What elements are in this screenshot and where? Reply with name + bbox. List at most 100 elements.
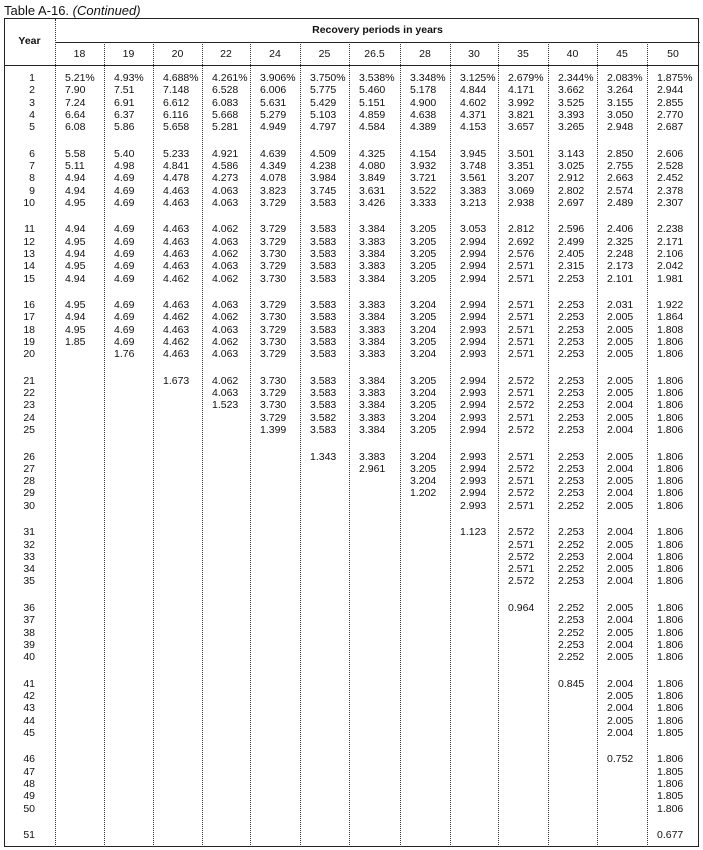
rate-cell: 1.806 bbox=[657, 575, 684, 588]
rate-cell: 2.687 bbox=[657, 121, 684, 134]
rate-cell: 2.697 bbox=[558, 196, 585, 209]
column-divider bbox=[647, 42, 648, 847]
rate-cell: 2.663 bbox=[607, 172, 634, 185]
rate-cell: 2.944 bbox=[657, 84, 684, 97]
year-cell: 4 bbox=[29, 108, 35, 121]
column-header: 35 bbox=[517, 48, 529, 60]
rate-cell: 2.802 bbox=[558, 184, 585, 197]
rate-cell: 2.572 bbox=[508, 487, 535, 500]
year-cell: 24 bbox=[23, 411, 35, 424]
rate-cell: 2.004 bbox=[607, 638, 634, 651]
rate-cell: 3.501 bbox=[508, 147, 535, 160]
rate-cell: 2.253 bbox=[558, 487, 585, 500]
year-cell: 21 bbox=[23, 374, 35, 387]
rate-cell: 2.004 bbox=[607, 702, 634, 715]
rate-cell: 3.383 bbox=[359, 235, 386, 248]
rate-cell: 4.69 bbox=[114, 223, 135, 236]
rate-cell: 1.806 bbox=[657, 348, 684, 361]
rate-cell: 2.171 bbox=[657, 235, 684, 248]
rate-cell: 2.253 bbox=[558, 526, 585, 539]
rate-cell: 3.729 bbox=[260, 223, 287, 236]
rate-cell: 3.383 bbox=[460, 184, 487, 197]
rate-cell: 2.004 bbox=[607, 424, 634, 436]
rate-cell: 2.004 bbox=[607, 399, 634, 412]
year-cell: 1 bbox=[29, 72, 35, 84]
rate-cell: 3.730 bbox=[260, 336, 287, 348]
column-divider bbox=[498, 42, 499, 847]
rate-cell: 4.69 bbox=[114, 272, 135, 285]
rate-cell: 2.574 bbox=[607, 184, 634, 197]
year-cell: 46 bbox=[23, 753, 35, 766]
rate-cell: 7.24 bbox=[65, 96, 86, 109]
year-cell: 49 bbox=[23, 790, 35, 803]
rate-cell: 4.463 bbox=[163, 260, 190, 273]
rate-cell: 0.845 bbox=[558, 677, 585, 690]
rate-cell: 3.729 bbox=[260, 387, 287, 400]
rate-cell: 2.850 bbox=[607, 147, 634, 160]
column-header: 22 bbox=[220, 48, 232, 60]
rate-cell: 3.053 bbox=[460, 223, 487, 236]
rate-cell: 4.844 bbox=[460, 84, 487, 97]
rate-cell: 3.025 bbox=[558, 160, 585, 172]
rate-cell: 1.343 bbox=[310, 450, 337, 463]
rate-cell: 2.528 bbox=[657, 160, 684, 172]
rate-cell: 4.95 bbox=[65, 299, 86, 312]
year-cell: 14 bbox=[23, 260, 35, 273]
rate-cell: 4.841 bbox=[163, 160, 190, 172]
rate-cell: 2.005 bbox=[607, 411, 634, 424]
rate-cell: 1.806 bbox=[657, 475, 684, 488]
column-header: 45 bbox=[616, 48, 628, 60]
rate-cell: 3.730 bbox=[260, 311, 287, 324]
rate-cell: 2.571 bbox=[508, 336, 535, 348]
rate-cell: 3.383 bbox=[359, 411, 386, 424]
rate-cell: 4.078 bbox=[260, 172, 287, 185]
rate-cell: 2.005 bbox=[607, 450, 634, 463]
rate-cell: 3.426 bbox=[359, 196, 386, 209]
rate-cell: 2.252 bbox=[558, 563, 585, 576]
rate-cell: 2.005 bbox=[607, 336, 634, 348]
rate-cell: 2.489 bbox=[607, 196, 634, 209]
rate-cell: 3.205 bbox=[410, 336, 437, 348]
rate-cell: 4.238 bbox=[310, 160, 337, 172]
rate-cell: 4.371 bbox=[460, 108, 487, 121]
rate-cell: 2.572 bbox=[508, 550, 535, 563]
rate-cell: 4.797 bbox=[310, 121, 337, 134]
rate-cell: 3.384 bbox=[359, 272, 386, 285]
rate-cell: 2.912 bbox=[558, 172, 585, 185]
rate-cell: 3.992 bbox=[508, 96, 535, 109]
rate-cell: 2.005 bbox=[607, 348, 634, 361]
rate-cell: 4.463 bbox=[163, 299, 190, 312]
rate-cell: 1.806 bbox=[657, 411, 684, 424]
rate-cell: 6.64 bbox=[65, 108, 86, 121]
rate-cell: 2.572 bbox=[508, 399, 535, 412]
rate-cell: 3.205 bbox=[410, 374, 437, 387]
rate-cell: 3.748 bbox=[460, 160, 487, 172]
rate-cell: 4.463 bbox=[163, 223, 190, 236]
rate-cell: 2.994 bbox=[460, 248, 487, 260]
rate-cell: 2.083% bbox=[607, 72, 643, 84]
rate-cell: 3.582 bbox=[310, 411, 337, 424]
rate-cell: 2.253 bbox=[558, 323, 585, 336]
rate-cell: 3.823 bbox=[260, 184, 287, 197]
year-cell: 28 bbox=[23, 475, 35, 488]
year-cell: 51 bbox=[23, 829, 35, 841]
rate-cell: 3.583 bbox=[310, 260, 337, 273]
year-cell: 20 bbox=[23, 348, 35, 361]
column-header: 24 bbox=[269, 48, 281, 60]
rate-cell: 2.571 bbox=[508, 348, 535, 361]
rate-cell: 4.349 bbox=[260, 160, 287, 172]
rate-cell: 5.460 bbox=[359, 84, 386, 97]
rate-cell: 0.677 bbox=[657, 829, 684, 841]
rate-cell: 2.961 bbox=[359, 462, 386, 475]
rate-cell: 2.325 bbox=[607, 235, 634, 248]
rate-cell: 3.583 bbox=[310, 248, 337, 260]
rate-cell: 4.171 bbox=[508, 84, 535, 97]
rate-cell: 2.571 bbox=[508, 411, 535, 424]
rate-cell: 1.523 bbox=[212, 399, 239, 412]
rate-cell: 4.688% bbox=[163, 72, 199, 84]
rate-cell: 2.307 bbox=[657, 196, 684, 209]
year-cell: 17 bbox=[23, 311, 35, 324]
rate-cell: 3.384 bbox=[359, 248, 386, 260]
rate-cell: 3.205 bbox=[410, 260, 437, 273]
rate-cell: 4.154 bbox=[410, 147, 437, 160]
